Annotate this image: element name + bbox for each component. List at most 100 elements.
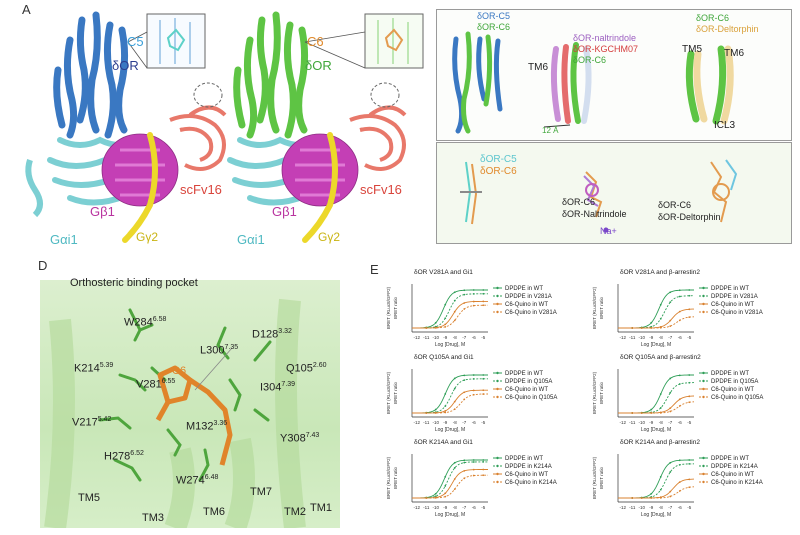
e-legend-label: DPDPE in Q105A: [505, 379, 552, 385]
e-plot-6: δOR K214A and β-arrestin2 BRET (RLuc8/GFP…: [592, 439, 763, 518]
panel-e-plots: δOR V281A and Gi1 BRET (RLuc8/GFP2) BRET r…: [360, 262, 800, 530]
e-data-point: [669, 291, 672, 294]
e-data-point: [482, 377, 485, 380]
e-data-point: [463, 398, 466, 401]
e-x-tick: -9: [649, 335, 653, 340]
e-legend-label: C6-Quino in K214A: [711, 480, 763, 486]
left-zoom-label: C5: [127, 34, 144, 49]
e-x-tick: -6: [472, 335, 476, 340]
e-data-point: [659, 496, 662, 499]
d-residue-v217: V2175.42: [72, 416, 112, 429]
left-receptor-label: δOR: [112, 58, 139, 73]
e-plot-title: δOR K214A and Gi1: [414, 439, 473, 446]
b-distance-arrow: [543, 124, 571, 128]
e-x-label: Log [Drug], M: [435, 512, 465, 518]
e-data-point: [482, 459, 485, 461]
b-distance-label: 12 Å: [542, 126, 559, 135]
b-overlay-2: [550, 42, 592, 124]
b-overlay-1: [452, 31, 503, 134]
e-data-point: [650, 497, 653, 499]
e-curve: [412, 469, 488, 499]
e-data-point: [678, 398, 681, 401]
e-data-point: [669, 490, 672, 493]
e-data-point: [678, 319, 681, 322]
d-residue-d128: D1283.32: [252, 328, 292, 341]
left-ggamma-label: Gγ2: [136, 230, 159, 244]
e-x-label: Log [Drug], M: [641, 512, 671, 518]
d-leader-d128: [194, 347, 233, 391]
e-plot-1: δOR V281A and Gi1 BRET (RLuc8/GFP2) BRET r…: [386, 269, 557, 348]
e-data-point: [688, 289, 691, 291]
e-x-label: Log [Drug], M: [641, 342, 671, 348]
left-galpha-helix: [25, 159, 43, 218]
d-residue-m132: M1323.36: [186, 420, 228, 433]
right-zoom-content: [377, 18, 409, 64]
e-data-point: [482, 300, 485, 303]
e-data-point: [425, 497, 428, 499]
d-residue-q105: Q1052.60: [286, 362, 327, 375]
e-data-point: [688, 486, 691, 489]
e-data-point: [659, 317, 662, 320]
e-data-point: [434, 496, 437, 499]
e-data-point: [640, 327, 643, 329]
e-x-tick: -11: [423, 420, 430, 425]
e-x-tick: -12: [413, 420, 420, 425]
e-x-tick: -7: [668, 335, 672, 340]
e-x-label: Log [Drug], M: [435, 427, 465, 433]
e-x-tick: -6: [678, 420, 682, 425]
e-data-point: [659, 475, 662, 478]
e-data-point: [659, 407, 662, 409]
e-x-tick: -12: [413, 335, 420, 340]
e-data-point: [678, 490, 681, 492]
e-legend-marker: [702, 387, 705, 391]
e-legend-marker: [496, 379, 499, 383]
e-data-point: [434, 492, 437, 495]
e-data-point: [482, 304, 485, 307]
e-legend-marker: [702, 310, 705, 314]
d-pocket-drawing: [44, 298, 306, 528]
e-x-tick: -9: [443, 420, 447, 425]
e-x-tick: -11: [629, 335, 636, 340]
e-legend-marker: [702, 302, 705, 306]
e-data-point: [688, 308, 691, 311]
e-data-point: [444, 492, 447, 495]
e-data-point: [669, 461, 672, 464]
d-residue-w284: W2846.58: [124, 316, 167, 329]
d-tm5: TM5: [78, 492, 100, 504]
e-data-point: [688, 374, 691, 376]
e-data-point: [453, 461, 456, 464]
e-plot-title: δOR Q105A and Gi1: [414, 354, 474, 361]
c-l2-a: δOR-C6: [562, 197, 596, 207]
e-legend-marker: [496, 371, 499, 375]
e-x-tick: -5: [687, 420, 691, 425]
e-data-point: [650, 412, 653, 414]
e-y-label: BRET (RLuc8/GFP2): [386, 286, 391, 329]
e-x-tick: -11: [423, 505, 430, 510]
e-legend-label: DPDPE in WT: [505, 456, 543, 462]
e-curve: [618, 374, 694, 414]
b-tm5-label: TM5: [682, 44, 702, 55]
b-icl3-label: ICL3: [714, 120, 736, 131]
e-data-point: [482, 393, 485, 395]
e-data-point: [444, 495, 447, 498]
e-plot-title: δOR Q105A and β-arrestin2: [620, 354, 701, 361]
panel-label-d: D: [38, 258, 48, 273]
e-x-tick: -10: [432, 335, 439, 340]
e-data-point: [463, 469, 466, 472]
e-legend-label: C6-Quino in K214A: [505, 480, 557, 486]
e-data-point: [669, 471, 672, 473]
e-data-point: [640, 412, 643, 414]
e-curve: [412, 474, 488, 499]
e-data-point: [669, 377, 672, 380]
e-data-point: [669, 410, 672, 413]
b-tm6b-label: TM6: [724, 48, 744, 59]
e-legend-marker: [702, 464, 705, 468]
e-data-point: [453, 467, 456, 469]
e-data-point: [472, 389, 475, 392]
c-l2-b: δOR-Naltrindole: [562, 209, 627, 219]
e-x-tick: -7: [668, 420, 672, 425]
e-legend-marker: [496, 480, 499, 484]
e-plot-4: δOR Q105A and β-arrestin2 BRET (RLuc8/GFP…: [592, 354, 763, 433]
e-data-point: [482, 389, 485, 392]
e-curve: [618, 395, 695, 414]
